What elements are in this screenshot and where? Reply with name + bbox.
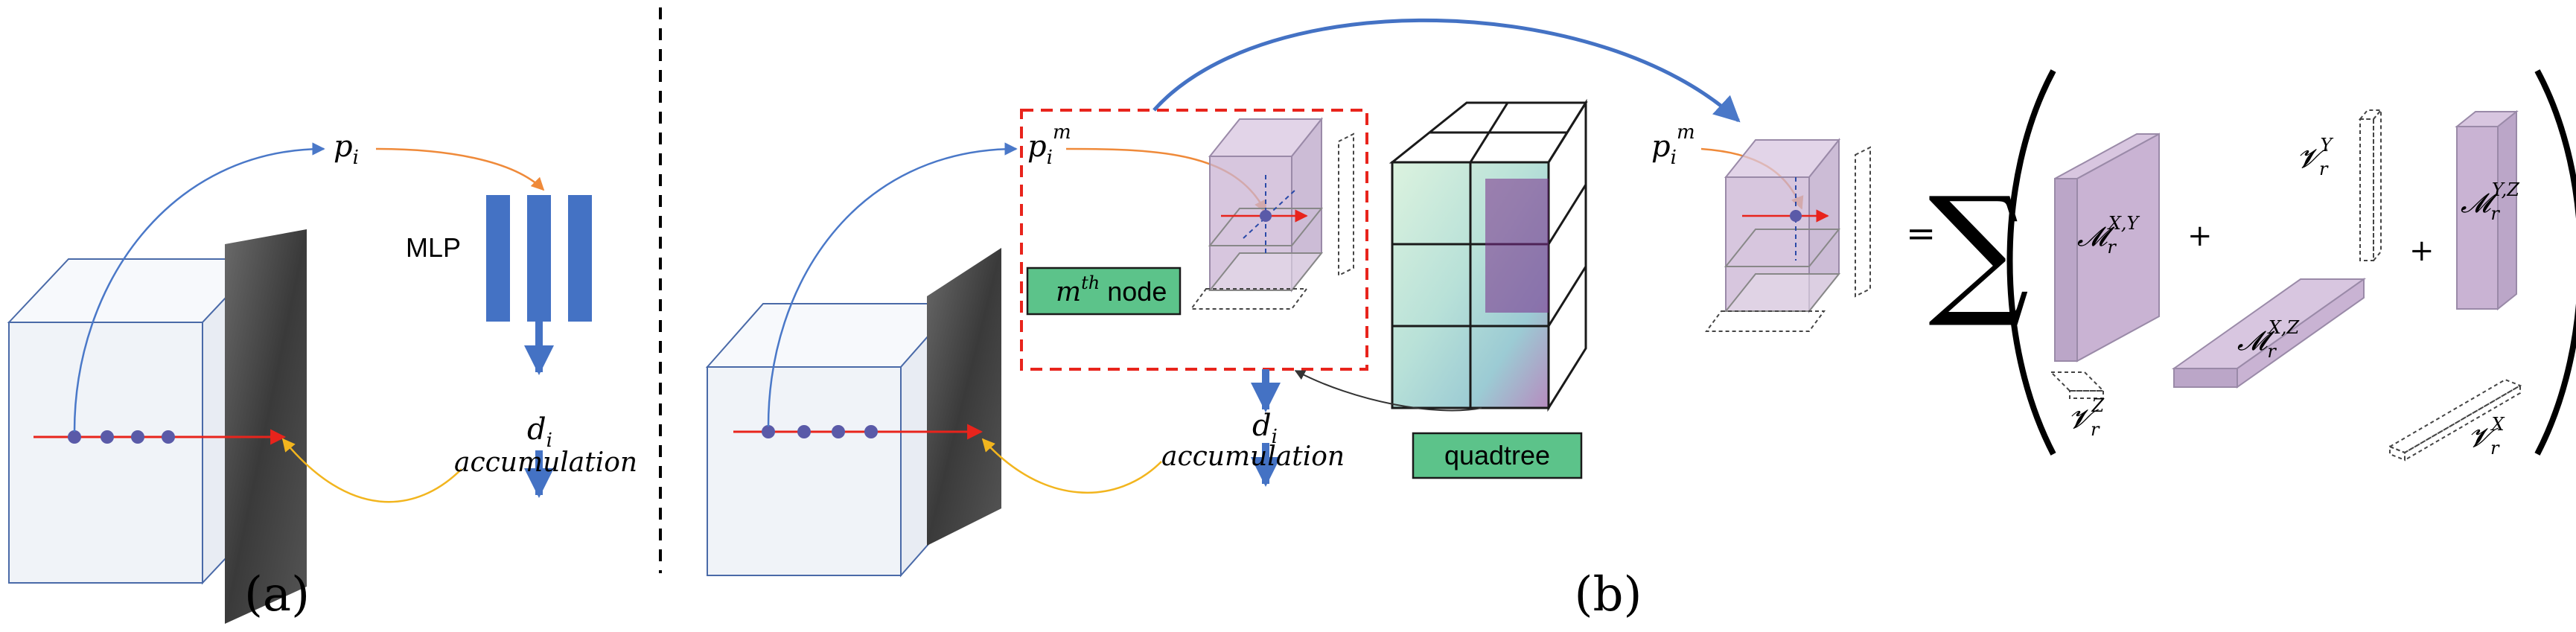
decomposed-tensor-block xyxy=(1705,138,1871,332)
sample-point xyxy=(864,425,878,438)
volume-cube xyxy=(7,257,264,585)
density-label: di xyxy=(1252,409,1278,448)
quadtree-label-box xyxy=(1412,432,1583,479)
matrix-xy-label: 𝓜rX,Y xyxy=(2077,213,2140,258)
plus-sign: + xyxy=(2187,219,2213,253)
matrix-xz-label: 𝓜rX,Z xyxy=(2237,317,2301,362)
image-plane xyxy=(927,248,1001,546)
node-label-box xyxy=(1026,266,1182,316)
point-to-mlp-arrow xyxy=(375,147,545,191)
node-to-decomposition-arrow xyxy=(1152,18,1741,123)
sample-point xyxy=(797,425,811,438)
node-point-label: pim xyxy=(1027,121,1071,169)
matrix-xz-slab xyxy=(2171,278,2367,389)
sample-point xyxy=(832,425,845,438)
vector-y-bar xyxy=(2358,108,2383,263)
quadtree-to-node-arrow xyxy=(1294,370,1482,412)
accumulation-label: accumulation xyxy=(1161,441,1345,472)
sample-point xyxy=(131,430,144,444)
quadtree-grid xyxy=(1389,98,1588,412)
equals-sign: = xyxy=(1906,213,1936,255)
right-paren xyxy=(2534,69,2576,456)
node-tensor-planes xyxy=(1190,117,1354,310)
vector-x-label: 𝓥rX xyxy=(2468,414,2505,459)
mlp-label: MLP xyxy=(406,232,461,263)
left-paren xyxy=(2006,69,2056,456)
vector-x-bar xyxy=(2388,378,2522,462)
plus-sign: + xyxy=(2409,234,2435,268)
matrix-yz-slab xyxy=(2455,109,2519,311)
accumulation-label: accumulation xyxy=(454,447,637,478)
point-label: pi xyxy=(334,130,359,169)
vector-z-bar xyxy=(2049,371,2105,399)
node-highlight-box xyxy=(1020,109,1368,371)
decomposed-point-label: pim xyxy=(1651,121,1695,169)
panel-b: pim mth node di accumulation xyxy=(705,18,2576,622)
sample-point xyxy=(101,430,114,444)
matrix-yz-label: 𝓜rY,Z xyxy=(2461,179,2520,224)
mlp-layer xyxy=(486,195,510,322)
vector-z-label: 𝓥rZ xyxy=(2068,395,2105,440)
mlp-layer xyxy=(527,195,551,322)
sample-point xyxy=(68,430,81,444)
accumulation-to-image-arrow xyxy=(281,438,462,503)
quadtree-label: quadtree xyxy=(1444,440,1550,470)
sample-to-point-arrow xyxy=(767,142,1018,427)
panel-a: pi MLP di accumulation (a) xyxy=(7,130,637,624)
sample-point xyxy=(162,430,175,444)
sample-point xyxy=(762,425,775,438)
density-label: di xyxy=(527,412,552,452)
node-label: mth node xyxy=(1056,272,1167,307)
panel-b-caption: (b) xyxy=(1575,567,1642,622)
vector-y-label: 𝓥rY xyxy=(2297,135,2333,179)
volume-cube xyxy=(705,301,959,578)
mlp-layer xyxy=(568,195,592,322)
panel-a-caption: (a) xyxy=(244,567,310,622)
image-plane xyxy=(225,229,307,624)
matrix-xy-slab xyxy=(2054,133,2160,363)
accumulation-to-image-arrow xyxy=(981,438,1162,494)
sample-to-point-arrow xyxy=(73,142,325,432)
